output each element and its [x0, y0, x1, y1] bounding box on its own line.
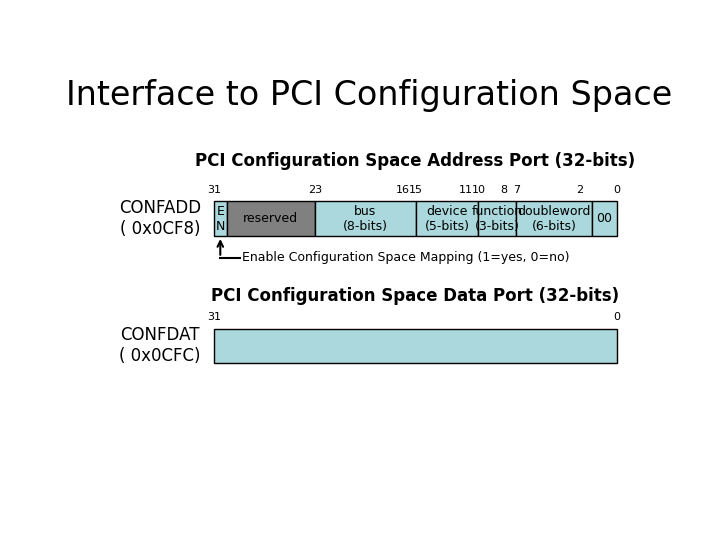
Text: PCI Configuration Space Data Port (32-bits): PCI Configuration Space Data Port (32-bi…	[212, 287, 620, 305]
Text: 10: 10	[472, 185, 485, 195]
Text: device
(5-bits): device (5-bits)	[425, 205, 469, 233]
Text: 0: 0	[613, 185, 621, 195]
Text: Enable Configuration Space Mapping (1=yes, 0=no): Enable Configuration Space Mapping (1=ye…	[242, 251, 570, 264]
Text: 31: 31	[207, 185, 221, 195]
Text: CONFADD: CONFADD	[119, 199, 201, 217]
Bar	[415, 201, 479, 236]
Bar	[315, 201, 415, 236]
Bar	[592, 201, 617, 236]
Text: doubleword
(6-bits): doubleword (6-bits)	[518, 205, 590, 233]
Text: 0: 0	[613, 312, 621, 322]
Bar	[214, 201, 227, 236]
Text: 2: 2	[576, 185, 582, 195]
Text: 31: 31	[207, 312, 221, 322]
Text: 7: 7	[513, 185, 520, 195]
Text: 8: 8	[500, 185, 507, 195]
Text: Interface to PCI Configuration Space: Interface to PCI Configuration Space	[66, 79, 672, 112]
Text: 11: 11	[459, 185, 473, 195]
Bar	[227, 201, 315, 236]
Bar	[479, 201, 516, 236]
Bar	[214, 328, 617, 363]
Text: function
(3-bits): function (3-bits)	[472, 205, 523, 233]
Text: E
N: E N	[215, 205, 225, 233]
Text: ( 0x0CFC): ( 0x0CFC)	[119, 347, 200, 366]
Text: reserved: reserved	[243, 212, 298, 225]
Text: 15: 15	[408, 185, 423, 195]
Text: 16: 16	[396, 185, 410, 195]
Bar	[516, 201, 592, 236]
Text: 00: 00	[596, 212, 613, 225]
Text: CONFDAT: CONFDAT	[120, 326, 199, 345]
Text: PCI Configuration Space Address Port (32-bits): PCI Configuration Space Address Port (32…	[195, 152, 636, 170]
Text: bus
(8-bits): bus (8-bits)	[343, 205, 387, 233]
Text: 23: 23	[307, 185, 322, 195]
Text: ( 0x0CF8): ( 0x0CF8)	[120, 220, 200, 238]
